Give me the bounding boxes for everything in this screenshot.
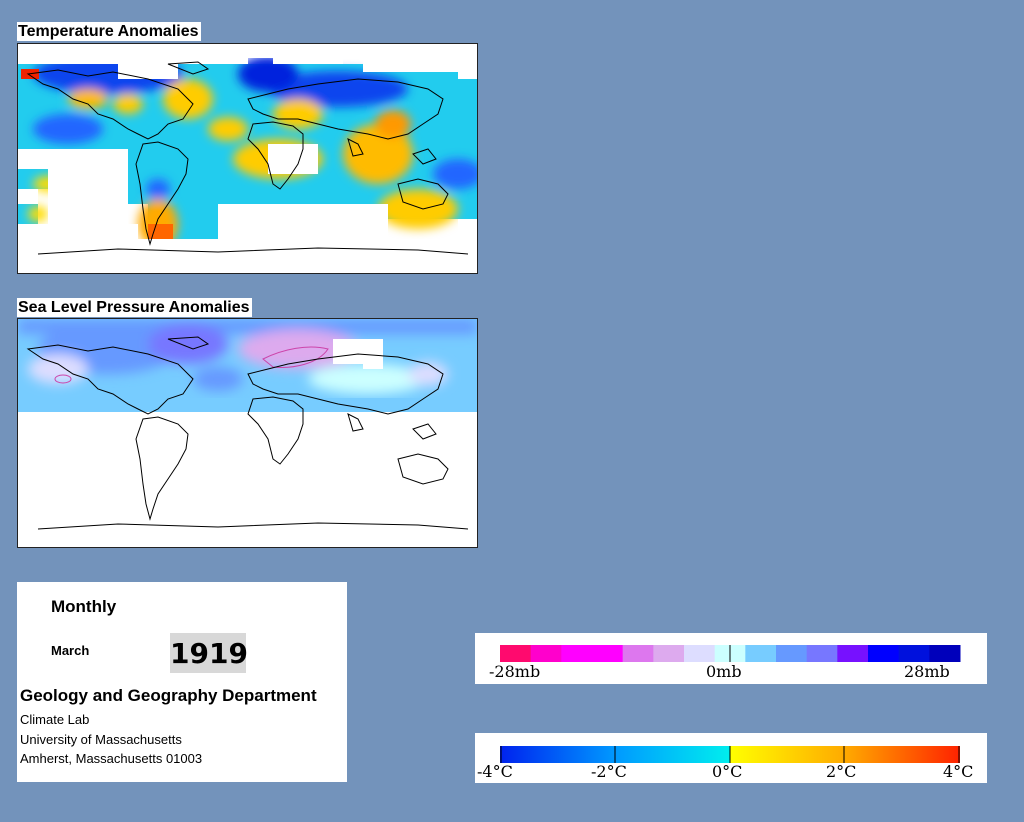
department-name: Geology and Geography Department [20,686,317,705]
temperature-legend-label-1: -2°C [591,762,627,781]
pressure-swatch [500,645,532,662]
pressure-swatch [684,645,716,662]
temperature-legend-label-2: 0°C [712,762,742,781]
pressure-data-field [18,319,477,412]
temperature-legend-label-0: -4°C [477,762,513,781]
pressure-coastlines [26,336,469,530]
pressure-swatch [745,645,777,662]
temperature-panel-title: Temperature Anomalies [17,22,201,41]
pressure-anomaly-map [17,318,478,548]
temperature-coastlines [26,61,469,255]
address-line: Amherst, Massachusetts 01003 [20,751,203,766]
pressure-swatch [530,645,562,662]
temperature-legend-label-3: 2°C [826,762,856,781]
pressure-swatch [868,645,900,662]
pressure-swatch [592,645,624,662]
temperature-legend: -4°C -2°C 0°C 2°C 4°C [475,733,987,783]
pressure-legend-label-zero: 0mb [706,662,742,681]
university-name: University of Massachusetts [20,732,182,747]
pressure-swatch [622,645,654,662]
temperature-legend-label-4: 4°C [943,762,973,781]
temperature-ticks [500,746,960,763]
pressure-legend: -28mb 0mb 28mb [475,633,987,684]
pressure-swatch [653,645,685,662]
temperature-anomaly-map [17,43,478,274]
pressure-legend-label-max: 28mb [904,662,950,681]
info-panel: Monthly March 1919 Geology and Geography… [17,582,347,782]
period-mode-label: Monthly [51,597,117,616]
pressure-panel-title: Sea Level Pressure Anomalies [17,298,252,317]
pressure-swatch [776,645,808,662]
pressure-swatch [929,645,961,662]
pressure-legend-label-min: -28mb [489,662,540,681]
year-display: 1919 [170,633,248,673]
pressure-color-scale [500,645,961,662]
temperature-missing-data [18,44,477,273]
month-label: March [51,643,90,658]
lab-name: Climate Lab [20,712,90,727]
pressure-swatch [837,645,869,662]
pressure-swatch [898,645,930,662]
pressure-swatch [561,645,593,662]
pressure-swatch [806,645,838,662]
